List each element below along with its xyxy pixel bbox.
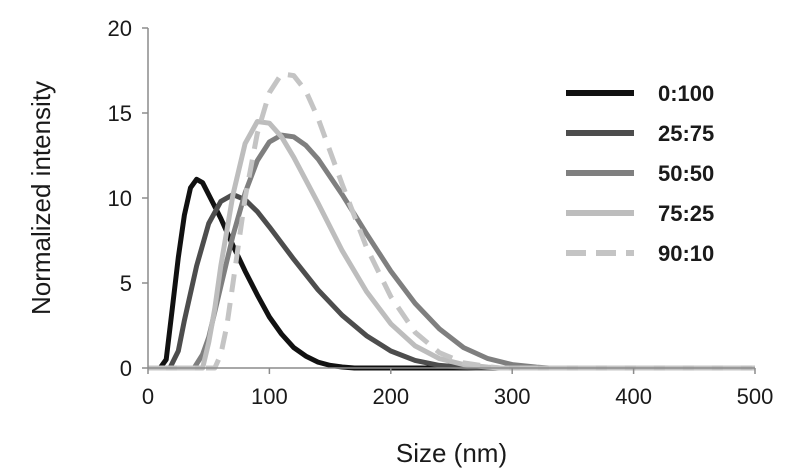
y-axis-title: Normalized intensity [26, 81, 56, 315]
series-line-1 [148, 192, 755, 371]
x-tick-label: 500 [737, 384, 774, 409]
legend-label-3: 75:25 [658, 201, 714, 226]
legend-label-2: 50:50 [658, 161, 714, 186]
x-tick-label: 0 [142, 384, 154, 409]
legend: 0:100 25:75 50:50 75:25 90:10 [566, 81, 714, 266]
y-tick-label: 20 [108, 16, 132, 41]
x-tick-label: 100 [251, 384, 288, 409]
y-tick-label: 10 [108, 186, 132, 211]
x-tick-label: 300 [494, 384, 531, 409]
x-tick-label: 400 [615, 384, 652, 409]
legend-label-4: 90:10 [658, 241, 714, 266]
series-line-4 [148, 71, 755, 371]
y-tick-label: 0 [120, 356, 132, 381]
y-tick-label: 5 [120, 271, 132, 296]
plot-area [148, 71, 755, 371]
x-tick-label: 200 [372, 384, 409, 409]
series-line-3 [148, 119, 755, 371]
legend-label-0: 0:100 [658, 81, 714, 106]
y-axis-ticks: 0 5 10 15 20 [108, 16, 148, 381]
x-axis-title: Size (nm) [396, 438, 507, 468]
legend-label-1: 25:75 [658, 121, 714, 146]
y-tick-label: 15 [108, 101, 132, 126]
x-axis-ticks: 0 100 200 300 400 500 [142, 368, 773, 409]
